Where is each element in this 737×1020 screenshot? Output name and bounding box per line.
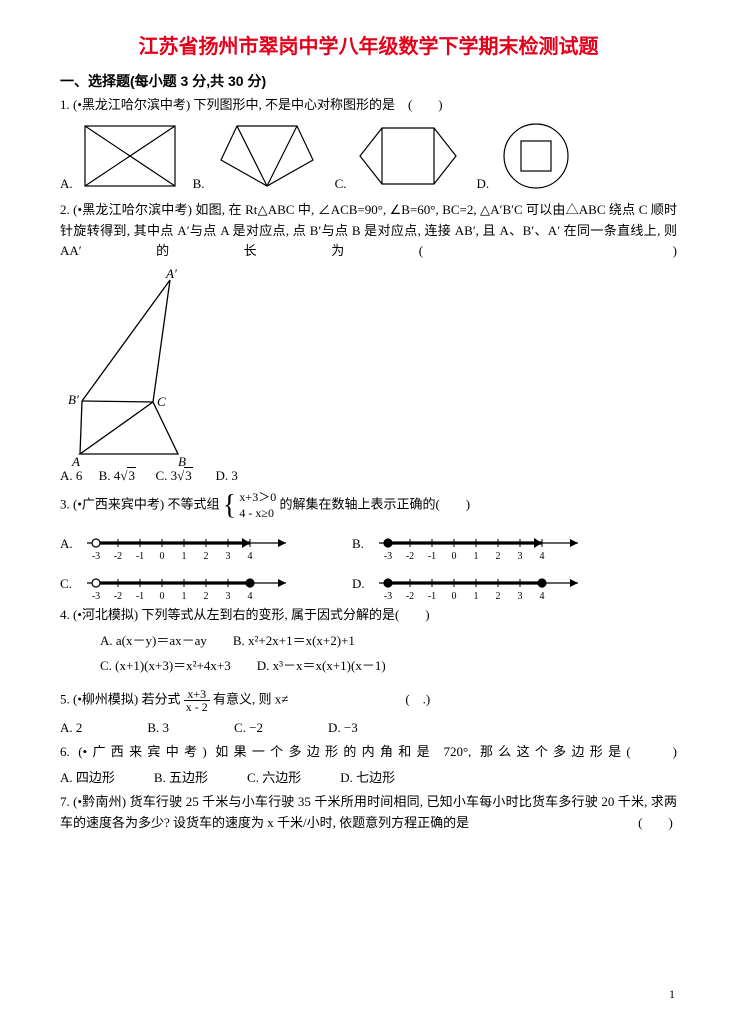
q1-opt-b-label: B. bbox=[193, 176, 205, 192]
svg-text:0: 0 bbox=[160, 551, 165, 562]
svg-text:-2: -2 bbox=[406, 551, 414, 562]
q4-opt-line1: A. a(x－y)＝ax－ay B. x²+2x+1＝x(x+2)+1 bbox=[60, 630, 677, 649]
section-header: 一、选择题(每小题 3 分,共 30 分) bbox=[60, 71, 677, 91]
svg-text:-3: -3 bbox=[92, 591, 100, 602]
svg-text:1: 1 bbox=[474, 551, 479, 562]
svg-text:2: 2 bbox=[496, 591, 501, 602]
svg-text:-3: -3 bbox=[92, 551, 100, 562]
svg-text:-2: -2 bbox=[406, 591, 414, 602]
q1-opt-d-label: D. bbox=[476, 176, 489, 192]
svg-text:3: 3 bbox=[518, 591, 523, 602]
svg-text:A′: A′ bbox=[165, 266, 177, 281]
svg-text:A: A bbox=[71, 454, 80, 466]
svg-text:4: 4 bbox=[540, 551, 545, 562]
q2-opt-b: B. 43 bbox=[99, 468, 140, 483]
q1-opt-c-label: C. bbox=[335, 176, 347, 192]
q3-options: A. -3 -2 -1 0 1 2 3 4 B. -3 -2 -1 0 1 2 3 4 C. -3 -2 -1 0… bbox=[60, 525, 677, 603]
q2-opt-a: A. 6 bbox=[60, 468, 82, 483]
rectangle-diagonals-shape bbox=[75, 120, 185, 192]
q1-stem: 1. (•黑龙江哈尔滨中考) 下列图形中, 不是中心对称图形的是 ( ) bbox=[60, 95, 677, 116]
svg-text:2: 2 bbox=[204, 551, 209, 562]
svg-text:-3: -3 bbox=[384, 591, 392, 602]
q4-stem: 4. (•河北模拟) 下列等式从左到右的变形, 属于因式分解的是( ) bbox=[60, 605, 677, 626]
q6-stem: 6. (•广西来宾中考) 如果一个多边形的内角和是 720°, 那么这个多边形是… bbox=[60, 742, 677, 763]
q3-opt-c-label: C. bbox=[60, 576, 82, 592]
number-line-d: -3 -2 -1 0 1 2 3 4 bbox=[374, 565, 584, 603]
q3-stem: 3. (•广西来宾中考) 不等式组 { x+3＞0 4 - x≥0 的解集在数轴… bbox=[60, 490, 677, 521]
q2-options: A. 6 B. 43 C. 33 D. 3 bbox=[60, 468, 677, 484]
q2-opt-d: D. 3 bbox=[216, 468, 238, 483]
svg-text:-1: -1 bbox=[428, 551, 436, 562]
q2-figure: A′ B′ C A B bbox=[60, 266, 677, 466]
svg-text:-1: -1 bbox=[136, 551, 144, 562]
number-line-b: -3 -2 -1 0 1 2 3 4 bbox=[374, 525, 584, 563]
q1-opt-a-label: A. bbox=[60, 176, 73, 192]
hexagon-shape bbox=[348, 120, 468, 192]
svg-text:3: 3 bbox=[518, 551, 523, 562]
q2-opt-c: C. 33 bbox=[155, 468, 196, 483]
svg-text:0: 0 bbox=[452, 551, 457, 562]
page-title: 江苏省扬州市翠岗中学八年级数学下学期末检测试题 bbox=[60, 30, 677, 59]
svg-text:B: B bbox=[178, 454, 186, 466]
svg-text:0: 0 bbox=[452, 591, 457, 602]
svg-text:C: C bbox=[157, 394, 166, 409]
svg-text:-2: -2 bbox=[114, 591, 122, 602]
svg-text:3: 3 bbox=[226, 551, 231, 562]
q5-stem: 5. (•柳州模拟) 若分式 x+3 x - 2 有意义, 则 x≠ ( .) bbox=[60, 688, 677, 713]
number-line-a: -3 -2 -1 0 1 2 3 4 bbox=[82, 525, 292, 563]
q3-opt-d-label: D. bbox=[352, 576, 374, 592]
q1-options: A. B. C. D. bbox=[60, 120, 677, 192]
svg-text:4: 4 bbox=[248, 591, 253, 602]
svg-text:2: 2 bbox=[496, 551, 501, 562]
svg-text:-2: -2 bbox=[114, 551, 122, 562]
svg-text:2: 2 bbox=[204, 591, 209, 602]
page-number: 1 bbox=[669, 987, 675, 1002]
bowtie-pentagon-shape bbox=[207, 120, 327, 192]
svg-text:3: 3 bbox=[226, 591, 231, 602]
svg-text:-3: -3 bbox=[384, 551, 392, 562]
svg-text:-1: -1 bbox=[136, 591, 144, 602]
svg-text:1: 1 bbox=[182, 591, 187, 602]
svg-text:B′: B′ bbox=[68, 392, 79, 407]
q4-opt-line2: C. (x+1)(x+3)＝x²+4x+3 D. x³－x＝x(x+1)(x－1… bbox=[60, 655, 677, 674]
q2-stem: 2. (•黑龙江哈尔滨中考) 如图, 在 Rt△ABC 中, ∠ACB=90°,… bbox=[60, 200, 677, 262]
q6-options: A. 四边形 B. 五边形 C. 六边形 D. 七边形 bbox=[60, 767, 677, 786]
svg-text:4: 4 bbox=[248, 551, 253, 562]
q5-options: A. 2 B. 3 C. −2 D. −3 bbox=[60, 717, 677, 736]
svg-text:4: 4 bbox=[540, 591, 545, 602]
circle-square-shape bbox=[491, 120, 581, 192]
svg-text:-1: -1 bbox=[428, 591, 436, 602]
number-line-c: -3 -2 -1 0 1 2 3 4 bbox=[82, 565, 292, 603]
q3-opt-a-label: A. bbox=[60, 536, 82, 552]
svg-text:0: 0 bbox=[160, 591, 165, 602]
svg-text:1: 1 bbox=[182, 551, 187, 562]
q7-stem: 7. (•黔南州) 货车行驶 25 千米与小车行驶 35 千米所用时间相同, 已… bbox=[60, 792, 677, 834]
q3-opt-b-label: B. bbox=[352, 536, 374, 552]
svg-text:1: 1 bbox=[474, 591, 479, 602]
